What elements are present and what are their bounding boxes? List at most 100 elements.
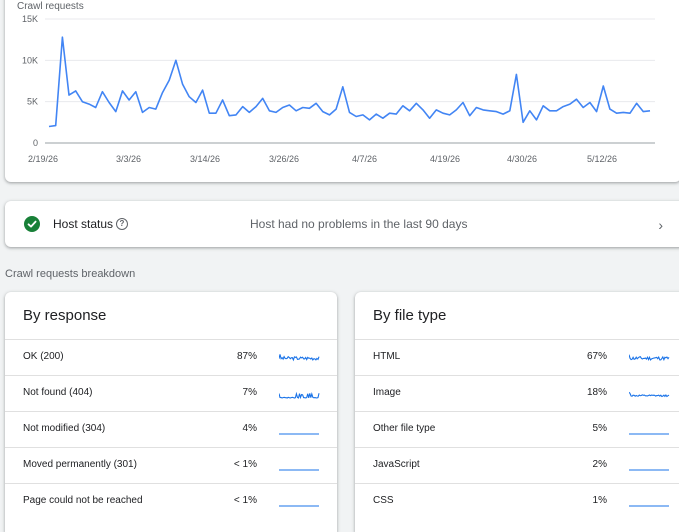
data-point[interactable]	[320, 109, 326, 115]
data-point[interactable]	[627, 110, 633, 116]
data-point[interactable]	[333, 106, 339, 112]
data-point[interactable]	[400, 103, 406, 109]
breakdown-row[interactable]: HTML 67%	[355, 339, 679, 376]
data-point[interactable]	[500, 111, 506, 117]
data-point[interactable]	[226, 113, 232, 119]
data-point[interactable]	[440, 110, 446, 116]
data-point[interactable]	[533, 117, 539, 123]
data-point[interactable]	[554, 108, 560, 114]
data-point[interactable]	[614, 110, 620, 116]
data-point[interactable]	[326, 112, 332, 118]
data-point[interactable]	[360, 112, 366, 118]
data-point[interactable]	[340, 84, 346, 90]
data-point[interactable]	[66, 92, 72, 98]
data-point[interactable]	[640, 109, 646, 115]
data-point[interactable]	[433, 107, 439, 113]
data-point[interactable]	[246, 109, 252, 115]
breakdown-row[interactable]: Image 18%	[355, 375, 679, 412]
data-point[interactable]	[59, 34, 65, 40]
data-point[interactable]	[580, 104, 586, 110]
data-point[interactable]	[79, 99, 85, 105]
data-point[interactable]	[46, 123, 52, 129]
data-point[interactable]	[447, 112, 453, 118]
data-point[interactable]	[353, 114, 359, 120]
data-point[interactable]	[213, 110, 219, 116]
breakdown-row[interactable]: Other file type 5%	[355, 411, 679, 448]
breakdown-row[interactable]: Not found (404) 7%	[5, 375, 337, 412]
data-point[interactable]	[453, 107, 459, 113]
data-point[interactable]	[367, 117, 373, 123]
data-point[interactable]	[106, 99, 112, 105]
data-point[interactable]	[427, 115, 433, 121]
data-point[interactable]	[647, 108, 653, 114]
data-point[interactable]	[160, 90, 166, 96]
data-point[interactable]	[119, 88, 125, 94]
data-point[interactable]	[487, 108, 493, 114]
data-point[interactable]	[594, 109, 600, 115]
data-point[interactable]	[73, 88, 79, 94]
data-point[interactable]	[527, 108, 533, 114]
data-point[interactable]	[607, 106, 613, 112]
data-point[interactable]	[173, 57, 179, 63]
data-point[interactable]	[233, 112, 239, 118]
data-point[interactable]	[520, 119, 526, 125]
data-point[interactable]	[166, 77, 172, 83]
data-point[interactable]	[300, 104, 306, 110]
data-point[interactable]	[560, 104, 566, 110]
data-point[interactable]	[206, 110, 212, 116]
data-point[interactable]	[493, 109, 499, 115]
data-point[interactable]	[139, 109, 145, 115]
data-point[interactable]	[547, 108, 553, 114]
data-point[interactable]	[420, 107, 426, 113]
chevron-right-icon[interactable]: ›	[658, 217, 663, 233]
data-point[interactable]	[587, 99, 593, 105]
data-point[interactable]	[567, 101, 573, 107]
data-point[interactable]	[113, 109, 119, 115]
data-point[interactable]	[240, 104, 246, 110]
help-icon[interactable]: ?	[116, 218, 128, 230]
data-point[interactable]	[153, 106, 159, 112]
data-point[interactable]	[193, 99, 199, 105]
data-point[interactable]	[347, 109, 353, 115]
data-point[interactable]	[313, 100, 319, 106]
data-point[interactable]	[220, 97, 226, 103]
data-point[interactable]	[180, 81, 186, 87]
data-point[interactable]	[460, 99, 466, 105]
data-point[interactable]	[620, 109, 626, 115]
data-point[interactable]	[540, 103, 546, 109]
data-point[interactable]	[286, 102, 292, 108]
data-point[interactable]	[200, 87, 206, 93]
breakdown-row[interactable]: CSS 1%	[355, 483, 679, 520]
data-point[interactable]	[280, 104, 286, 110]
data-point[interactable]	[480, 107, 486, 113]
breakdown-row[interactable]: Not modified (304) 4%	[5, 411, 337, 448]
data-point[interactable]	[146, 104, 152, 110]
data-point[interactable]	[387, 110, 393, 116]
data-point[interactable]	[126, 97, 132, 103]
data-point[interactable]	[634, 100, 640, 106]
data-point[interactable]	[93, 104, 99, 110]
breakdown-row[interactable]: Moved permanently (301) < 1%	[5, 447, 337, 484]
data-point[interactable]	[574, 96, 580, 102]
data-point[interactable]	[467, 113, 473, 119]
data-point[interactable]	[253, 104, 259, 110]
data-point[interactable]	[86, 101, 92, 107]
data-point[interactable]	[373, 111, 379, 117]
breakdown-row[interactable]: Page could not be reached < 1%	[5, 483, 337, 520]
data-point[interactable]	[260, 95, 266, 101]
data-point[interactable]	[133, 89, 139, 95]
data-point[interactable]	[473, 104, 479, 110]
breakdown-row[interactable]: OK (200) 87%	[5, 339, 337, 376]
data-point[interactable]	[507, 108, 513, 114]
host-status-row[interactable]: Host status ? Host had no problems in th…	[5, 201, 679, 247]
data-point[interactable]	[186, 94, 192, 100]
data-point[interactable]	[413, 100, 419, 106]
data-point[interactable]	[273, 109, 279, 115]
data-point[interactable]	[99, 89, 105, 95]
data-point[interactable]	[53, 123, 59, 129]
breakdown-row[interactable]: JavaScript 2%	[355, 447, 679, 484]
data-point[interactable]	[306, 105, 312, 111]
data-point[interactable]	[513, 71, 519, 77]
data-point[interactable]	[407, 108, 413, 114]
data-point[interactable]	[600, 83, 606, 89]
